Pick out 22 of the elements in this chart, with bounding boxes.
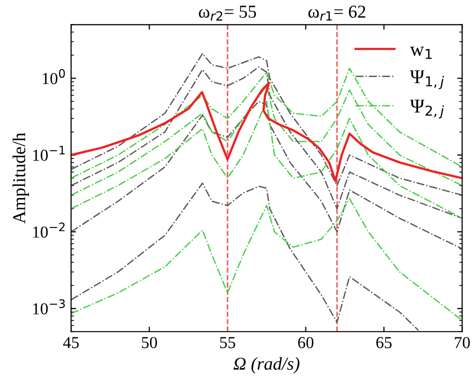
line-series xyxy=(71,182,419,331)
x-axis-title: Ω (rad/s) xyxy=(234,357,300,374)
x-tick-label: 45 xyxy=(63,337,79,348)
line-series xyxy=(71,100,462,219)
line-series xyxy=(71,198,462,322)
x-tick-label: 60 xyxy=(298,336,314,348)
ref-line-label: ω$_{r2}$= 55 xyxy=(198,6,256,21)
ref-line-label: ω$_{r1}$= 62 xyxy=(308,6,366,21)
line-series xyxy=(71,100,462,250)
y-tick-label: 10$^{0}$ xyxy=(42,69,65,84)
legend-label: Ψ$_{2,j}$ xyxy=(410,100,444,118)
legend-label: Ψ$_{1,j}$ xyxy=(410,70,444,90)
x-tick-label: 65 xyxy=(376,337,392,348)
x-tick-label: 55 xyxy=(220,337,236,348)
line-series xyxy=(71,68,462,179)
x-tick-label: 50 xyxy=(142,336,158,348)
y-tick-label: 10$^{−1}$ xyxy=(33,146,65,161)
y-tick-label: 10$^{−3}$ xyxy=(33,299,65,314)
legend-label: w$_{1}$ xyxy=(410,46,432,59)
y-axis-title: Amplitude/h xyxy=(12,132,29,224)
x-tick-label: 70 xyxy=(454,336,470,348)
y-tick-label: 10$^{−2}$ xyxy=(33,222,65,238)
